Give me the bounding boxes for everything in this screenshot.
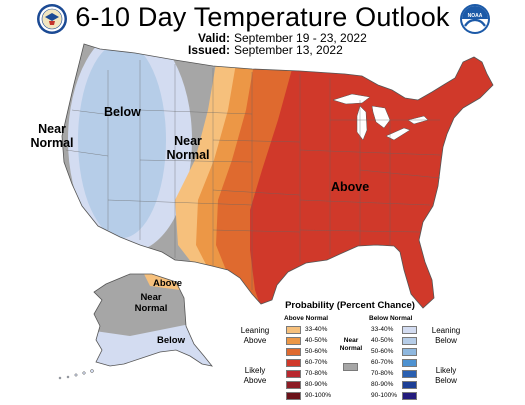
- likely-below-word-1: Likely: [435, 366, 457, 375]
- below-range-label: 50-60%: [371, 348, 394, 355]
- above-swatch: [286, 392, 301, 400]
- page-title: 6-10 Day Temperature Outlook: [75, 2, 450, 32]
- below-range-label: 33-40%: [371, 326, 394, 333]
- above-swatch: [286, 359, 301, 367]
- alaska-above-label: Above: [153, 278, 183, 289]
- alaska-below-label: Below: [157, 335, 185, 346]
- above-range-label: 60-70%: [305, 359, 328, 366]
- below-swatch: [402, 392, 417, 400]
- above-normal-header: Above Normal: [284, 315, 329, 322]
- alaska-normal-text: Normal: [134, 303, 168, 314]
- issued-label: Issued:: [187, 43, 230, 57]
- below-swatch: [402, 326, 417, 334]
- issued-date: Issued: September 13, 2022: [183, 43, 343, 57]
- above-swatch: [286, 326, 301, 334]
- conus-outline: [61, 43, 494, 309]
- below-swatch: [402, 370, 417, 378]
- noaa-logo-icon: NOAA: [460, 4, 490, 34]
- likely-below-label: Likely Below: [426, 366, 466, 385]
- below-range-label: 40-50%: [371, 337, 394, 344]
- above-range-label: 80-90%: [305, 381, 328, 388]
- likely-above-word-2: Above: [243, 375, 267, 385]
- state-borders: [65, 60, 441, 290]
- above-range-label: 50-60%: [305, 348, 328, 355]
- below-range-label: 80-90%: [371, 381, 394, 388]
- commerce-seal-icon: [37, 4, 67, 34]
- great-lakes: [332, 93, 429, 141]
- west-coast-normal-text: Normal: [30, 136, 74, 150]
- above-swatch: [286, 381, 301, 389]
- valid-value: September 19 - 23, 2022: [234, 31, 367, 45]
- issued-value: September 13, 2022: [234, 43, 343, 57]
- above-swatch: [286, 337, 301, 345]
- west-coast-near-normal-label: Near Normal: [30, 122, 74, 150]
- below-swatch: [402, 348, 417, 356]
- alaska-near-normal-label: Near Normal: [131, 292, 171, 314]
- interior-normal-text: Normal: [166, 148, 210, 162]
- legend-title: Probability (Percent Chance): [285, 300, 415, 311]
- leaning-below-label: Leaning Below: [426, 326, 466, 345]
- alaska-near-text: Near: [140, 292, 162, 303]
- leaning-above-label: Leaning Above: [232, 326, 278, 345]
- above-range-label: 40-50%: [305, 337, 328, 344]
- below-40-region: [78, 44, 166, 238]
- above-range-label: 70-80%: [305, 370, 328, 377]
- conus-map: [62, 44, 493, 308]
- valid-dates: Valid: September 19 - 23, 2022: [183, 31, 367, 45]
- near-normal-label: Near Normal: [336, 337, 366, 352]
- below-normal-header: Below Normal: [369, 315, 413, 322]
- interior-near-text: Near: [174, 134, 202, 148]
- above-swatch: [286, 348, 301, 356]
- svg-text:NOAA: NOAA: [468, 13, 483, 19]
- below-swatch: [402, 337, 417, 345]
- west-coast-near-text: Near: [38, 122, 66, 136]
- above-swatch: [286, 370, 301, 378]
- leaning-below-word-1: Leaning: [431, 326, 461, 335]
- below-range-label: 70-80%: [371, 370, 394, 377]
- below-range-label: 60-70%: [371, 359, 394, 366]
- above-range-label: 90-100%: [305, 392, 332, 399]
- near-normal-word-2: Normal: [339, 344, 363, 352]
- likely-above-label: Likely Above: [232, 366, 278, 385]
- west-below-label: Below: [104, 105, 141, 119]
- alaska-outline: [93, 273, 213, 367]
- below-range-label: 90-100%: [371, 392, 398, 399]
- near-normal-word-1: Near: [343, 337, 359, 344]
- leaning-below-word-2: Below: [435, 335, 457, 345]
- east-above-label: Above: [331, 180, 370, 194]
- valid-label: Valid:: [197, 31, 230, 45]
- near-normal-swatch: [343, 363, 358, 371]
- leaning-above-word-1: Leaning: [240, 326, 270, 335]
- likely-below-word-2: Below: [435, 375, 457, 385]
- interior-near-normal-label: Near Normal: [166, 134, 210, 162]
- below-swatch: [402, 359, 417, 367]
- likely-above-word-1: Likely: [244, 366, 266, 375]
- below-swatch: [402, 381, 417, 389]
- leaning-above-word-2: Above: [243, 335, 267, 345]
- probability-legend: Probability (Percent Chance) Above Norma…: [232, 300, 468, 404]
- aleutian-islands: [58, 369, 94, 380]
- above-range-label: 33-40%: [305, 326, 328, 333]
